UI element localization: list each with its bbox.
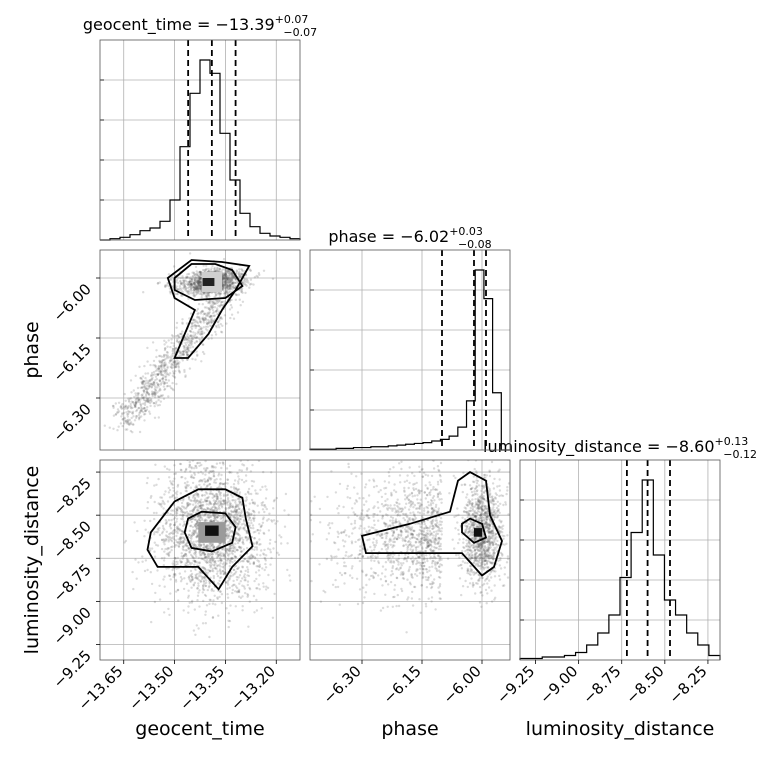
xlabel-geocent-time: geocent_time — [135, 718, 264, 740]
ytick-label-phase-0: −6.30 — [50, 400, 95, 445]
contour-b-inner — [183, 510, 237, 553]
panel-frame-phase-luminosity_distance — [309, 459, 511, 661]
ytick-label-luminosity_distance-4: −8.25 — [50, 474, 95, 519]
histogram-luminosity_distance — [519, 479, 721, 660]
scatter-geocent_time-phase — [103, 252, 275, 434]
xtick-label-phase-1: −6.15 — [380, 662, 425, 707]
density-core-b — [205, 525, 219, 536]
ytick-label-luminosity_distance-2: −8.75 — [50, 560, 95, 605]
density-core-c — [474, 528, 482, 537]
panel-frame-geocent_time-luminosity_distance — [99, 459, 301, 661]
xtick-label-geocent_time-1: −13.50 — [125, 662, 177, 714]
title-phase: phase = −6.02+0.03 −0.08 — [328, 225, 491, 251]
title-geocent-time: geocent_time = −13.39+0.07 −0.07 — [83, 13, 317, 39]
xtick-label-luminosity_distance-2: −8.75 — [579, 662, 624, 707]
contour-a-outer — [166, 259, 251, 359]
xtick-label-geocent_time-2: −13.35 — [176, 662, 228, 714]
panel-frame-phase — [309, 249, 511, 451]
panel-frame-geocent_time-phase — [99, 249, 301, 451]
xtick-label-luminosity_distance-1: −9.00 — [536, 662, 581, 707]
xtick-label-phase-2: −6.00 — [440, 662, 485, 707]
ytick-label-phase-1: −6.15 — [50, 340, 95, 385]
contour-a-inner — [173, 263, 244, 301]
ytick-label-phase-2: −6.00 — [50, 280, 95, 325]
panel-frame-geocent_time — [99, 39, 301, 241]
xtick-label-geocent_time-3: −13.20 — [227, 662, 279, 714]
panel-frame-luminosity_distance — [519, 459, 721, 661]
contour-c-inner — [461, 517, 488, 544]
density-core-a — [202, 278, 215, 286]
title-luminosity-distance: luminosity_distance = −8.60+0.13 −0.12 — [483, 435, 757, 461]
xtick-label-phase-0: −6.30 — [320, 662, 365, 707]
contour-c-outer — [360, 471, 503, 577]
ytick-label-luminosity_distance-0: −9.25 — [50, 647, 95, 692]
histogram-phase — [309, 269, 510, 451]
xtick-label-luminosity_distance-0: −9.25 — [493, 662, 538, 707]
xlabel-luminosity-distance: luminosity_distance — [526, 718, 715, 740]
ylabel-phase: phase — [21, 321, 43, 378]
histogram-geocent_time — [100, 59, 301, 241]
xtick-label-luminosity_distance-3: −8.50 — [622, 662, 667, 707]
xlabel-phase: phase — [381, 718, 438, 740]
ytick-label-luminosity_distance-3: −8.50 — [50, 517, 95, 562]
contour-b-outer — [146, 488, 254, 591]
ytick-label-luminosity_distance-1: −9.00 — [50, 603, 95, 648]
plot-layer: −13.65−13.50−13.35−13.20 −6.30 −6.15 −6.00−… — [50, 39, 721, 714]
xtick-label-luminosity_distance-4: −8.25 — [666, 662, 711, 707]
ylabel-luminosity-distance: luminosity_distance — [21, 466, 43, 655]
